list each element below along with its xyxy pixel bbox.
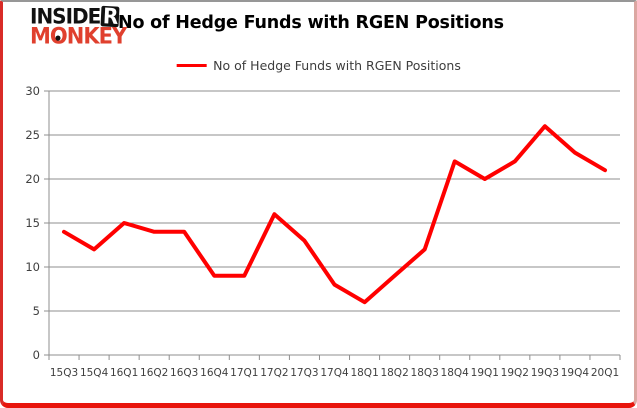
- x-tick-label: 18Q3: [411, 367, 439, 379]
- legend-line-swatch: [176, 64, 207, 67]
- logo-line-monkey: MONKEY: [30, 23, 127, 49]
- y-tick-label: 10: [25, 260, 40, 274]
- line-chart: 0 5 10 15 20 25 30 15Q3 15Q4 16Q1 16Q2 16Q3 16Q4 17Q1…: [25, 84, 621, 379]
- legend-label: No of Hedge Funds with RGEN Positions: [213, 58, 461, 73]
- y-tick-label: 5: [33, 304, 40, 318]
- logo-text-nkey: NKEY: [66, 23, 127, 49]
- y-tick-label: 25: [25, 128, 40, 142]
- logo-monkey-o-icon: O: [49, 23, 68, 49]
- x-tick-label: 17Q2: [260, 367, 288, 379]
- x-tick-label: 20Q1: [591, 367, 619, 379]
- x-tick-label: 18Q4: [441, 367, 470, 379]
- x-tick-label: 17Q4: [320, 367, 349, 379]
- x-tick-label: 15Q4: [80, 367, 109, 379]
- logo-line-insider: INSIDE R: [30, 2, 126, 29]
- y-tick-label: 20: [25, 172, 40, 186]
- insider-monkey-logo: INSIDE R MONKEY: [30, 2, 127, 49]
- chart-title: No of Hedge Funds with RGEN Positions: [118, 13, 504, 33]
- y-tick-label: 30: [25, 84, 40, 98]
- x-tick-label: 19Q1: [471, 367, 499, 379]
- x-tick-label: 16Q4: [200, 367, 229, 379]
- x-tick-label: 17Q3: [290, 367, 318, 379]
- y-tick-label: 0: [33, 348, 40, 362]
- y-tick-label: 15: [25, 216, 40, 230]
- x-tick-label: 17Q1: [230, 367, 258, 379]
- x-tick-label: 19Q4: [561, 367, 590, 379]
- logo-text-m: M: [30, 23, 51, 49]
- x-tick-label: 18Q1: [350, 367, 378, 379]
- x-tick-label: 18Q2: [380, 367, 408, 379]
- x-tick-label: 19Q3: [531, 367, 559, 379]
- x-tick-label: 16Q3: [170, 367, 198, 379]
- x-tick-label: 16Q2: [140, 367, 168, 379]
- x-tick-label: 16Q1: [110, 367, 138, 379]
- x-tick-label: 15Q3: [50, 367, 78, 379]
- legend: No of Hedge Funds with RGEN Positions: [176, 58, 461, 73]
- x-tick-label: 19Q2: [501, 367, 529, 379]
- logo-text-inside: INSIDE: [30, 2, 101, 29]
- data-line-series: [62, 124, 607, 305]
